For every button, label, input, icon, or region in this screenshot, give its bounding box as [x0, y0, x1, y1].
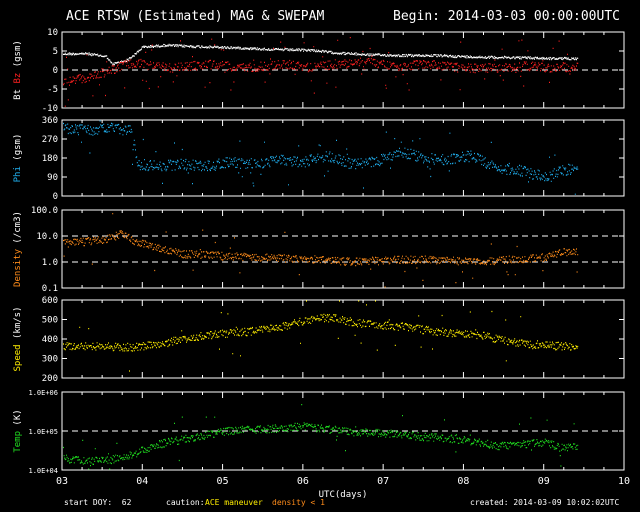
density-ytick-label: 1.0 [42, 258, 58, 268]
mag-series-bt [63, 43, 579, 66]
mag-ytick-label: -5 [47, 85, 58, 95]
density-ylabel: Density (/cm3) [13, 211, 23, 287]
xtick-label: 05 [217, 476, 229, 487]
speed-ytick-label: 400 [42, 335, 58, 345]
density-ytick-label: 10.0 [36, 232, 58, 242]
density-ytick-label: 100.0 [31, 206, 58, 216]
plot-title: ACE RTSW (Estimated) MAG & SWEPAM [66, 9, 325, 24]
density-ytick-label: 0.1 [42, 284, 58, 294]
temp-series-temp [63, 404, 579, 470]
temp-ytick-label: 1.0E+06 [28, 389, 58, 397]
xtick-label: 10 [618, 476, 630, 487]
speed-points-speed [63, 300, 579, 372]
speed-ytick-label: 300 [42, 355, 58, 365]
phi-ytick-label: 270 [42, 135, 58, 145]
speed-ytick-label: 500 [42, 316, 58, 326]
caution-label: caution: [166, 498, 205, 507]
xtick-label: 09 [538, 476, 550, 487]
xtick-label: 07 [377, 476, 389, 487]
phi-ytick-label: 360 [42, 116, 58, 126]
speed-ytick-label: 600 [42, 296, 58, 306]
speed-ylabel: Speed (km/s) [13, 306, 23, 371]
speed-series-speed [63, 300, 579, 372]
mag-ytick-label: -10 [42, 104, 58, 114]
phi-frame [61, 119, 625, 197]
xtick-label: 06 [297, 476, 309, 487]
temp-ytick-label: 1.0E+04 [28, 467, 58, 475]
phi-ytick-label: 90 [47, 173, 58, 183]
ace-maneuver-legend: ACE maneuver [205, 498, 263, 507]
density-points-density [63, 213, 579, 288]
phi-points-phi [63, 120, 579, 195]
xtick-label: 08 [457, 476, 469, 487]
density-series-density [63, 213, 579, 288]
phi-ylabel: Phi (gsm) [13, 134, 23, 183]
speed-frame [61, 299, 625, 379]
temp-points-temp [63, 404, 579, 470]
xtick-label: 03 [56, 476, 68, 487]
mag-ytick-label: 5 [53, 47, 58, 57]
mag-ytick-label: 10 [47, 28, 58, 38]
mag-series-bz [63, 37, 579, 107]
start-doy: start DOY: 62 [64, 498, 132, 507]
phi-ytick-label: 0 [53, 192, 58, 202]
phi-series-phi [63, 120, 579, 195]
density-frame [61, 209, 625, 289]
mag-points-bt [63, 43, 579, 66]
xaxis-label: UTC(days) [319, 490, 368, 500]
phi-ytick-label: 180 [42, 154, 58, 164]
speed-ytick-label: 200 [42, 374, 58, 384]
begin-time: Begin: 2014-03-03 00:00:00UTC [393, 9, 620, 24]
created-time: created: 2014-03-09 10:02:02UTC [470, 498, 620, 507]
mag-ytick-label: 0 [53, 66, 58, 76]
temp-ylabel: Temp (K) [13, 409, 23, 452]
density-note-legend: density < 1 [272, 498, 325, 507]
xtick-label: 04 [136, 476, 148, 487]
temp-ytick-label: 1.0E+05 [28, 428, 58, 436]
mag-points-bz [63, 37, 579, 107]
mag-ylabel: Bt Bz (gsm) [13, 40, 23, 100]
